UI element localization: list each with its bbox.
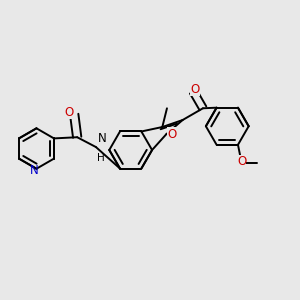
Text: O: O xyxy=(64,106,74,119)
Text: O: O xyxy=(190,83,200,96)
Text: H: H xyxy=(98,153,105,163)
Text: N: N xyxy=(30,164,38,177)
Text: O: O xyxy=(167,128,176,141)
Text: N: N xyxy=(98,132,106,145)
Text: O: O xyxy=(237,155,246,169)
